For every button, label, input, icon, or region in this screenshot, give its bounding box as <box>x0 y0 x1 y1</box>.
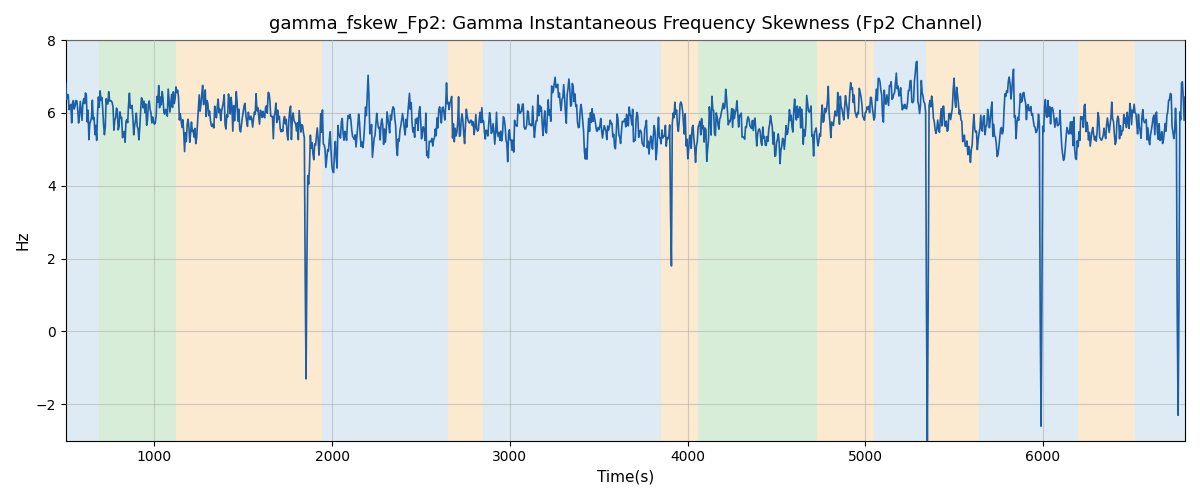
Bar <box>66 40 100 440</box>
Bar <box>322 40 448 440</box>
Bar <box>1079 40 1135 440</box>
Bar <box>925 40 979 440</box>
Bar <box>817 40 874 440</box>
Y-axis label: Hz: Hz <box>16 230 30 250</box>
Bar <box>176 40 322 440</box>
Bar <box>484 40 661 440</box>
Bar <box>1135 40 1186 440</box>
Bar <box>448 40 484 440</box>
Bar <box>698 40 817 440</box>
Bar <box>874 40 925 440</box>
Bar <box>979 40 1079 440</box>
X-axis label: Time(s): Time(s) <box>596 470 654 485</box>
Title: gamma_fskew_Fp2: Gamma Instantaneous Frequency Skewness (Fp2 Channel): gamma_fskew_Fp2: Gamma Instantaneous Fre… <box>269 15 982 34</box>
Bar <box>661 40 698 440</box>
Bar <box>100 40 176 440</box>
